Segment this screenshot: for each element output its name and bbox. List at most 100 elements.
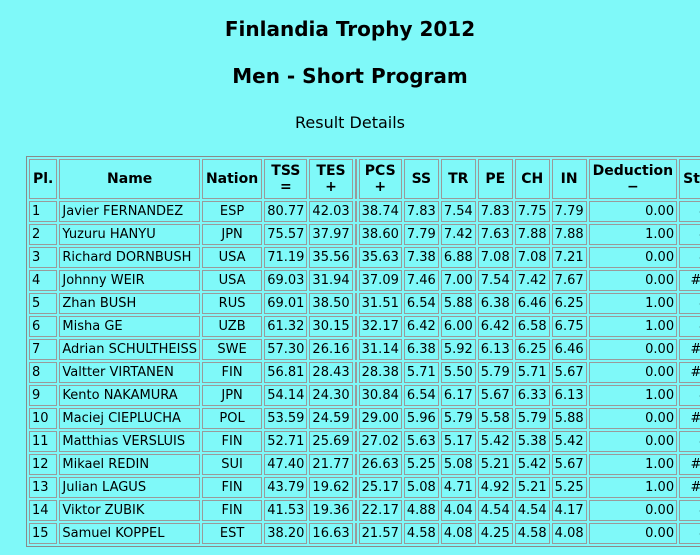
in-cell: 6.75 bbox=[551, 316, 587, 337]
table-row: 13 Julian LAGUS FIN 43.79 19.62 25.17 5.08 4.71… bbox=[29, 477, 700, 498]
nation-cell: FIN bbox=[201, 431, 263, 452]
nation-cell: EST bbox=[201, 523, 263, 544]
table-row: 14 Viktor ZUBIK FIN 41.53 19.36 22.17 4.88 4.04… bbox=[29, 500, 700, 521]
col-header-in: IN bbox=[551, 159, 587, 199]
pe-cell: 7.54 bbox=[477, 270, 513, 291]
spacer-cell bbox=[354, 500, 357, 521]
pcs-cell: 22.17 bbox=[358, 500, 402, 521]
tes-cell: 30.15 bbox=[309, 316, 353, 337]
start-number-cell: #5 bbox=[679, 247, 700, 268]
tes-cell: 35.56 bbox=[309, 247, 353, 268]
spacer-cell bbox=[354, 385, 357, 406]
tss-cell: 71.19 bbox=[264, 247, 308, 268]
in-cell: 7.21 bbox=[551, 247, 587, 268]
tes-cell: 24.59 bbox=[309, 408, 353, 429]
pcs-cell: 21.57 bbox=[358, 523, 402, 544]
name-cell: Mikael REDIN bbox=[59, 454, 200, 475]
pcs-cell: 37.09 bbox=[358, 270, 402, 291]
tss-cell: 80.77 bbox=[264, 201, 308, 222]
tss-cell: 47.40 bbox=[264, 454, 308, 475]
place-cell: 4 bbox=[29, 270, 58, 291]
table-row: 10 Maciej CIEPLUCHA POL 53.59 24.59 29.00 5.96… bbox=[29, 408, 700, 429]
ss-cell: 6.38 bbox=[403, 339, 439, 360]
in-cell: 4.08 bbox=[551, 523, 587, 544]
col-header-spacer bbox=[354, 159, 357, 199]
deduction-cell: 0.00 bbox=[588, 523, 678, 544]
name-cell: Matthias VERSLUIS bbox=[59, 431, 200, 452]
deduction-cell: 0.00 bbox=[588, 362, 678, 383]
in-cell: 6.25 bbox=[551, 293, 587, 314]
tr-cell: 5.50 bbox=[440, 362, 476, 383]
tes-cell: 37.97 bbox=[309, 224, 353, 245]
nation-cell: SUI bbox=[201, 454, 263, 475]
deduction-cell: 1.00 bbox=[588, 316, 678, 337]
place-cell: 13 bbox=[29, 477, 58, 498]
pe-cell: 5.67 bbox=[477, 385, 513, 406]
pcs-cell: 35.63 bbox=[358, 247, 402, 268]
tr-cell: 6.00 bbox=[440, 316, 476, 337]
place-cell: 10 bbox=[29, 408, 58, 429]
result-details-heading: Result Details bbox=[295, 113, 405, 132]
tss-cell: 75.57 bbox=[264, 224, 308, 245]
tes-symbol: + bbox=[325, 179, 337, 195]
ss-cell: 7.38 bbox=[403, 247, 439, 268]
nation-cell: SWE bbox=[201, 339, 263, 360]
pcs-cell: 29.00 bbox=[358, 408, 402, 429]
pe-cell: 7.83 bbox=[477, 201, 513, 222]
pcs-cell: 27.02 bbox=[358, 431, 402, 452]
name-cell: Yuzuru HANYU bbox=[59, 224, 200, 245]
ss-cell: 7.79 bbox=[403, 224, 439, 245]
start-number-cell: #13 bbox=[679, 339, 700, 360]
pe-cell: 7.63 bbox=[477, 224, 513, 245]
nation-cell: FIN bbox=[201, 477, 263, 498]
start-number-cell: #9 bbox=[679, 385, 700, 406]
spacer-cell bbox=[354, 454, 357, 475]
name-cell: Adrian SCHULTHEISS bbox=[59, 339, 200, 360]
tr-cell: 7.42 bbox=[440, 224, 476, 245]
ss-cell: 6.54 bbox=[403, 293, 439, 314]
col-header-tss: TSS = bbox=[264, 159, 308, 199]
pe-cell: 6.13 bbox=[477, 339, 513, 360]
tss-cell: 54.14 bbox=[264, 385, 308, 406]
tes-cell: 31.94 bbox=[309, 270, 353, 291]
tes-cell: 28.43 bbox=[309, 362, 353, 383]
spacer-cell bbox=[354, 339, 357, 360]
table-header-row: Pl. Name Nation TSS = TES + PCS + SS TR PE … bbox=[29, 159, 700, 199]
deduction-symbol: − bbox=[627, 179, 639, 195]
pe-cell: 5.21 bbox=[477, 454, 513, 475]
pe-cell: 4.54 bbox=[477, 500, 513, 521]
name-cell: Javier FERNANDEZ bbox=[59, 201, 200, 222]
start-number-cell: #3 bbox=[679, 500, 700, 521]
deduction-cell: 1.00 bbox=[588, 224, 678, 245]
tr-cell: 5.08 bbox=[440, 454, 476, 475]
tss-cell: 53.59 bbox=[264, 408, 308, 429]
name-cell: Misha GE bbox=[59, 316, 200, 337]
name-cell: Julian LAGUS bbox=[59, 477, 200, 498]
tr-cell: 7.54 bbox=[440, 201, 476, 222]
start-number-cell: #11 bbox=[679, 408, 700, 429]
tes-label: TES bbox=[316, 163, 346, 179]
ss-cell: 4.58 bbox=[403, 523, 439, 544]
nation-cell: USA bbox=[201, 247, 263, 268]
col-header-name: Name bbox=[59, 159, 200, 199]
ss-cell: 6.54 bbox=[403, 385, 439, 406]
place-cell: 9 bbox=[29, 385, 58, 406]
place-cell: 3 bbox=[29, 247, 58, 268]
pe-cell: 5.58 bbox=[477, 408, 513, 429]
tr-cell: 4.04 bbox=[440, 500, 476, 521]
ss-cell: 6.42 bbox=[403, 316, 439, 337]
pcs-cell: 31.14 bbox=[358, 339, 402, 360]
spacer-cell bbox=[354, 224, 357, 245]
pe-cell: 5.79 bbox=[477, 362, 513, 383]
table-row: 4 Johnny WEIR USA 69.03 31.94 37.09 7.46 7.00 7.… bbox=[29, 270, 700, 291]
in-cell: 5.25 bbox=[551, 477, 587, 498]
pe-cell: 6.42 bbox=[477, 316, 513, 337]
ss-cell: 5.08 bbox=[403, 477, 439, 498]
name-cell: Samuel KOPPEL bbox=[59, 523, 200, 544]
ch-cell: 6.46 bbox=[514, 293, 550, 314]
place-cell: 7 bbox=[29, 339, 58, 360]
col-header-ss: SS bbox=[403, 159, 439, 199]
spacer-cell bbox=[354, 247, 357, 268]
nation-cell: RUS bbox=[201, 293, 263, 314]
ss-cell: 5.96 bbox=[403, 408, 439, 429]
